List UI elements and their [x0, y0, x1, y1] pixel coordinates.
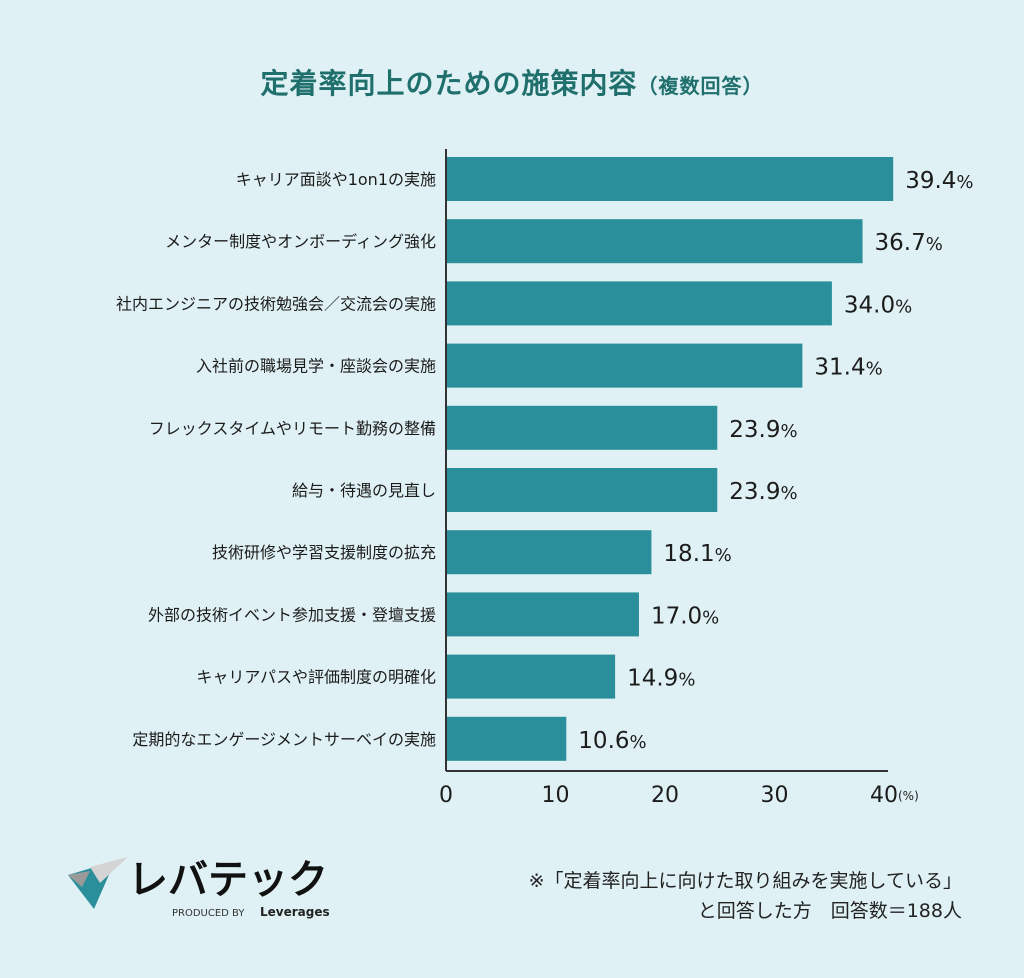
data-label: 36.7%	[875, 230, 943, 256]
x-tick-label: 0	[439, 783, 453, 808]
data-label: 23.9%	[729, 479, 797, 505]
levtech-logo: レバテック PRODUCED BY Leverages	[68, 857, 330, 919]
x-tick-label: 20	[651, 783, 679, 808]
data-label: 31.4%	[814, 355, 882, 381]
footnote: ※「定着率向上に向けた取り組みを実施している」 と回答した方 回答数＝188人	[529, 866, 962, 926]
data-label: 39.4%	[905, 168, 973, 194]
category-label: 給与・待遇の見直し	[292, 481, 436, 500]
bar	[446, 716, 567, 761]
footnote-line-1: ※「定着率向上に向けた取り組みを実施している」	[528, 870, 962, 892]
data-label: 18.1%	[663, 541, 731, 567]
category-label: キャリア面談や1on1の実施	[236, 170, 436, 189]
bar	[446, 530, 652, 575]
logo-produced-by: PRODUCED BY	[172, 908, 245, 919]
bar	[446, 343, 803, 388]
x-tick-label: 30	[761, 783, 789, 808]
subtitle-text: （複数回答）	[637, 74, 764, 98]
category-label: 社内エンジニアの技術勉強会／交流会の実施	[116, 294, 436, 313]
bar	[446, 654, 616, 699]
data-label: 10.6%	[578, 728, 646, 754]
chart-title: 定着率向上のための施策内容（複数回答）	[0, 62, 1024, 102]
x-tick-label: 40	[870, 783, 898, 808]
bar	[446, 592, 639, 637]
bar	[446, 219, 863, 264]
category-label: 入社前の職場見学・座談会の実施	[196, 357, 436, 376]
x-axis-unit: (%)	[898, 789, 919, 803]
data-label: 17.0%	[651, 603, 719, 629]
bar	[446, 468, 718, 512]
title-text: 定着率向上のための施策内容	[260, 67, 638, 100]
bar-chart: キャリア面談や1on1の実施 39.4% メンター制度やオンボーディング強化 36.7…	[116, 149, 974, 808]
category-label: 技術研修や学習支援制度の拡充	[212, 543, 436, 562]
logo-text: レバテック	[128, 857, 328, 903]
category-label: 外部の技術イベント参加支援・登壇支援	[148, 605, 436, 624]
footnote-line-2: と回答した方 回答数＝188人	[697, 900, 962, 922]
category-label: メンター制度やオンボーディング強化	[165, 232, 436, 251]
category-label: 定期的なエンゲージメントサーベイの実施	[132, 730, 436, 749]
data-label: 34.0%	[844, 292, 912, 318]
data-label: 14.9%	[627, 666, 695, 692]
logo-brand: Leverages	[260, 905, 330, 919]
x-tick-label: 10	[542, 783, 570, 808]
bar	[446, 405, 718, 450]
category-label: フレックスタイムやリモート勤務の整備	[149, 419, 436, 438]
data-label: 23.9%	[729, 417, 797, 443]
category-label: キャリアパスや評価制度の明確化	[196, 668, 436, 687]
bar	[446, 157, 894, 201]
bar	[446, 281, 832, 326]
